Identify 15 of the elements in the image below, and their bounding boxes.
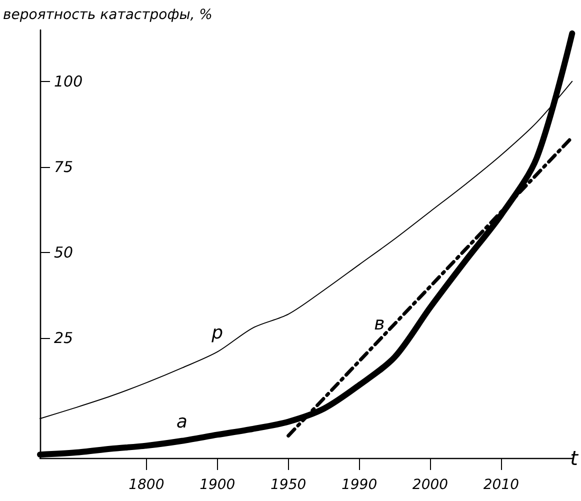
series-label: a — [176, 411, 188, 432]
x-tick-label: 1900 — [200, 477, 236, 493]
y-tick-label: 25 — [54, 329, 74, 348]
x-tick-label: 1800 — [128, 477, 164, 493]
x-tick-label: 1990 — [341, 477, 378, 493]
y-axis-title: вероятность катастрофы, % — [3, 7, 212, 23]
y-tick-label: 50 — [54, 244, 74, 262]
series-label: p — [210, 322, 224, 344]
series-label: в — [374, 313, 385, 334]
y-tick-label: 75 — [54, 158, 74, 176]
x-tick-label: 2010 — [483, 477, 520, 493]
x-axis-title: t — [570, 446, 580, 470]
y-tick-label: 100 — [54, 72, 83, 90]
x-tick-label: 2000 — [412, 477, 448, 493]
x-tick-label: 1950 — [270, 477, 306, 493]
